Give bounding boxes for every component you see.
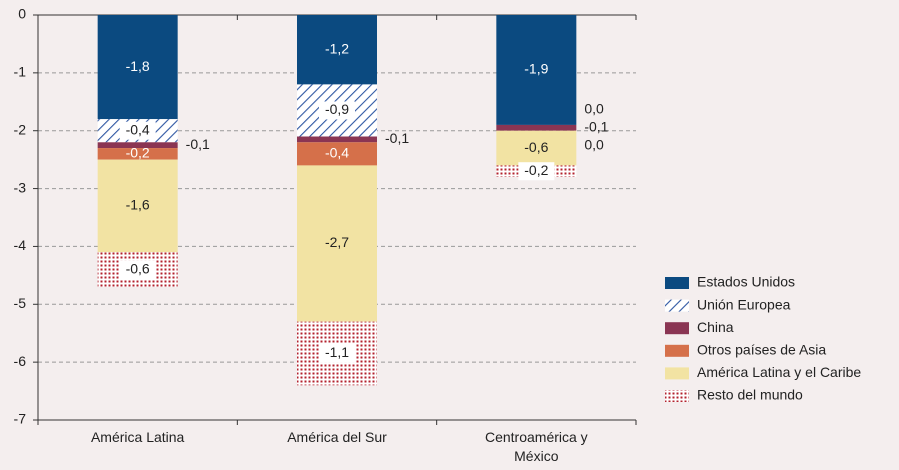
label-box [319,101,355,120]
data-label: -1,1 [325,344,349,360]
data-label: -0,4 [126,121,150,137]
data-label: -1,2 [325,40,349,56]
y-tick-label: -5 [14,295,27,311]
y-tick-label: -3 [14,179,27,195]
data-label: -1,6 [126,197,150,213]
x-tick-label: América Latina [90,429,185,445]
legend-swatch [665,390,689,402]
legend-label: Otros países de Asia [697,342,826,358]
data-label: -0,6 [126,260,150,276]
y-tick-label: -7 [14,411,27,427]
label-box [119,260,156,279]
data-label: -0,4 [325,145,349,161]
bar-segment [297,136,377,143]
bar-segment [97,142,178,149]
legend-label: América Latina y el Caribe [697,364,861,380]
y-tick-label: -2 [14,121,27,137]
label-box [518,162,555,181]
y-tick-label: 0 [18,6,26,22]
legend-swatch [665,322,689,335]
x-tick-label: América del Sur [287,429,387,445]
data-label: -0,2 [524,162,548,178]
y-tick-label: -1 [14,64,27,80]
bar-segment [496,15,577,125]
bar-segment [297,165,377,322]
legend-label: Estados Unidos [697,274,795,290]
data-label: 0,0 [584,137,604,153]
y-tick-label: -6 [14,353,27,369]
data-label: -0,9 [325,101,349,117]
y-tick-label: -4 [14,237,27,253]
data-label: -2,7 [325,234,349,250]
bar-segment [97,148,178,160]
legend-swatch [665,277,689,289]
bar-segment [496,124,577,131]
data-label: -0,1 [584,119,608,135]
label-box [319,344,355,363]
legend-swatch [665,299,689,312]
legend-label: Resto del mundo [697,387,803,403]
bar-segment [297,15,377,85]
legend-label: Unión Europea [697,296,791,312]
x-tick-label: Centroamérica y México [484,429,588,464]
data-label: 0,0 [584,101,604,117]
legend-swatch [665,367,689,380]
label-box [119,121,156,140]
bar-segment [496,130,577,166]
legend-label: China [697,319,734,335]
data-label: -1,9 [524,61,548,77]
data-label: -0,6 [524,139,548,155]
bar-segment [97,159,178,253]
data-label: -0,1 [385,130,409,146]
bar-segment [97,15,178,120]
legend-swatch [665,344,689,357]
data-label: -0,1 [186,136,210,152]
data-label: -0,2 [126,145,150,161]
bar-segment [297,142,377,166]
data-label: -1,8 [126,58,150,74]
